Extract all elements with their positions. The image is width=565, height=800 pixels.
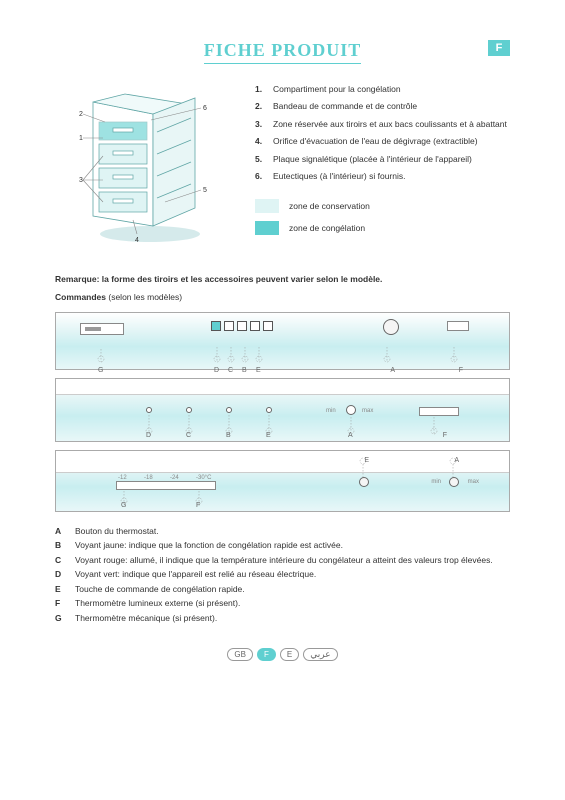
label-B: B: [242, 367, 247, 374]
lang-pill-f[interactable]: F: [257, 648, 276, 661]
parts-list: 1.Compartiment pour la congélation 2.Ban…: [255, 84, 510, 183]
list-item: 2.Bandeau de commande et de contrôle: [255, 101, 510, 112]
label-E: E: [256, 367, 261, 374]
leader-lines-bottom: [56, 451, 356, 601]
lang-pill-ar[interactable]: عربي: [303, 648, 337, 661]
footer-language-selector: GB F E عربي: [55, 648, 510, 661]
thermometer-display: [447, 321, 469, 331]
zone-conservation: zone de conservation: [255, 199, 510, 213]
remark-text: Remarque: la forme des tiroirs et les ac…: [55, 274, 510, 284]
label-A: A: [390, 367, 395, 374]
zone-legend: zone de conservation zone de congélation: [255, 199, 510, 235]
control-panel-1: G D C B E A F: [55, 312, 510, 370]
page-title: FICHE PRODUIT: [204, 40, 362, 64]
label-E: E: [364, 457, 369, 464]
zone-congelation: zone de congélation: [255, 221, 510, 235]
indicator-button: [263, 321, 273, 331]
callout-6: 6: [203, 105, 207, 112]
lang-pill-e[interactable]: E: [280, 648, 299, 661]
max-label: max: [468, 479, 479, 485]
callout-4: 4: [135, 237, 139, 244]
label-F: F: [443, 432, 447, 439]
list-item: 3.Zone réservée aux tiroirs et aux bacs …: [255, 119, 510, 130]
thermostat-dial: [449, 477, 459, 487]
list-item: 6.Eutectiques (à l'intérieur) si fournis…: [255, 171, 510, 182]
callout-3: 3: [79, 177, 83, 184]
freezer-diagram: 2 1 3 4 5 6: [55, 84, 230, 256]
label-C: C: [228, 367, 233, 374]
label-G: G: [98, 367, 103, 374]
commands-heading: Commandes (selon les modèles): [55, 292, 510, 302]
callout-5: 5: [203, 187, 207, 194]
label-F: F: [459, 367, 463, 374]
indicator-button: [250, 321, 260, 331]
control-panel-2: min max D C B E A F: [55, 378, 510, 442]
list-item: 4.Orifice d'évacuation de l'eau de dégiv…: [255, 136, 510, 147]
language-badge: F: [488, 40, 510, 56]
control-panel-3: E A -12 -18 -24 -30°C min max G F: [55, 450, 510, 512]
max-label: max: [362, 408, 373, 414]
definition-row: GThermomètre mécanique (si présent).: [55, 613, 510, 624]
lang-pill-gb[interactable]: GB: [227, 648, 253, 661]
min-label: min: [431, 479, 441, 485]
swatch-conservation: [255, 199, 279, 213]
callout-2: 2: [79, 111, 83, 118]
label-A: A: [454, 457, 459, 464]
swatch-congelation: [255, 221, 279, 235]
indicator-button: [237, 321, 247, 331]
label-D: D: [214, 367, 219, 374]
leader-lines: [56, 331, 509, 367]
indicator-button: [211, 321, 221, 331]
callout-1: 1: [79, 135, 83, 142]
indicator-button: [224, 321, 234, 331]
thermometer-display: [419, 407, 459, 416]
list-item: 1.Compartiment pour la congélation: [255, 84, 510, 95]
freeze-button-dial: [359, 477, 369, 487]
list-item: 5.Plaque signalétique (placée à l'intéri…: [255, 154, 510, 165]
header: FICHE PRODUIT F: [55, 40, 510, 64]
